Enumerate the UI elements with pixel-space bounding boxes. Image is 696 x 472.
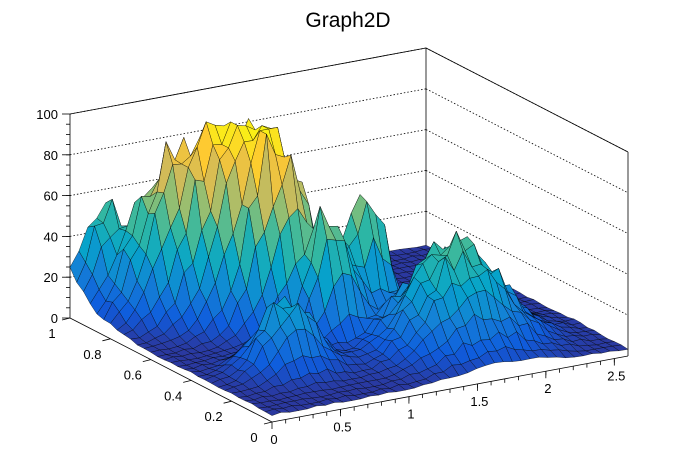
z-tick-label: 20 — [44, 270, 58, 285]
z-tick-label: 100 — [36, 107, 58, 122]
y-tick — [263, 421, 273, 425]
y-tick-label: 0.8 — [83, 347, 101, 362]
x-tick-label: 2 — [544, 381, 551, 396]
y-tick-label: 1 — [48, 326, 55, 341]
left-bottom-edge — [69, 317, 273, 423]
z-grid-line-right — [425, 47, 629, 153]
y-tick — [183, 380, 192, 383]
z-tick-label: 40 — [44, 229, 58, 244]
z-grid-line-back — [69, 47, 427, 115]
z-grid-line-right — [425, 88, 629, 194]
y-tick-label: 0 — [250, 430, 257, 445]
x-tick-label: 2.5 — [607, 369, 625, 384]
z-grid-line-right — [425, 170, 629, 275]
chart-title: Graph2D — [305, 9, 390, 32]
z-grid-line-back — [69, 88, 427, 156]
y-tick — [223, 400, 232, 404]
y-tick-label: 0.4 — [164, 388, 182, 403]
z-tick-label: 60 — [44, 189, 58, 204]
x-tick-label: 0 — [270, 432, 277, 447]
y-tick-label: 0.2 — [205, 409, 223, 424]
z-tick-label: 80 — [44, 148, 58, 163]
surface-cell — [264, 408, 282, 416]
z-tick-label: 0 — [51, 311, 58, 326]
x-tick-label: 0.5 — [333, 419, 351, 434]
y-tick-label: 0.6 — [124, 368, 142, 383]
y-tick — [142, 359, 151, 362]
x-tick-label: 1 — [407, 407, 414, 422]
z-grid-line-right — [425, 210, 629, 316]
x-tick-label: 1.5 — [470, 394, 488, 409]
surface-mesh — [69, 118, 629, 416]
z-grid-line-right — [425, 129, 629, 234]
y-tick — [102, 338, 111, 342]
z-grid-line-back — [69, 129, 427, 196]
